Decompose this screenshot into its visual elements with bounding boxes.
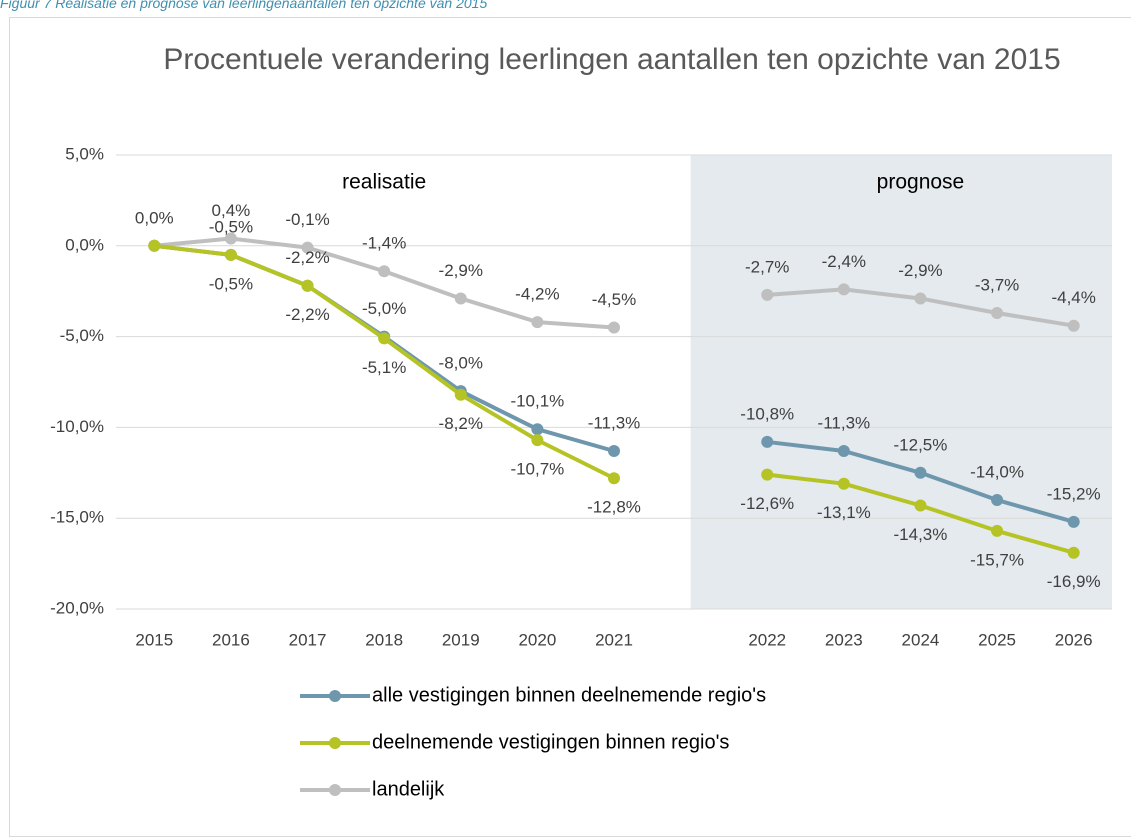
- y-tick-label: -5,0%: [60, 326, 104, 345]
- x-tick-label: 2020: [518, 630, 556, 649]
- x-tick-label: 2019: [442, 630, 480, 649]
- forecast-region: [690, 155, 1112, 609]
- data-point: [761, 468, 774, 481]
- data-label: -12,8%: [587, 498, 641, 517]
- x-tick-label: 2025: [978, 630, 1016, 649]
- data-label: -2,7%: [745, 257, 789, 276]
- data-point: [1067, 515, 1080, 528]
- data-point: [301, 241, 314, 254]
- data-point: [991, 524, 1004, 537]
- x-tick-label: 2023: [825, 630, 863, 649]
- data-point: [608, 445, 620, 458]
- data-point: [837, 283, 850, 296]
- data-label: -0,5%: [209, 274, 253, 293]
- data-label: -10,1%: [510, 392, 564, 411]
- data-label: -2,9%: [439, 261, 483, 280]
- legend-label: alle vestigingen binnen deelnemende regi…: [372, 684, 766, 706]
- legend-item: alle vestigingen binnen deelnemende regi…: [300, 684, 766, 706]
- chart-title: Procentuele verandering leerlingen aanta…: [163, 43, 1061, 76]
- y-tick-label: 5,0%: [65, 144, 104, 163]
- data-label: -14,3%: [894, 525, 948, 544]
- annotation: prognose: [877, 171, 965, 194]
- data-point: [454, 388, 467, 401]
- data-point: [301, 279, 314, 292]
- y-tick-label: -15,0%: [50, 508, 104, 527]
- data-label: -1,4%: [362, 234, 406, 253]
- data-point: [761, 435, 774, 448]
- data-label: -3,7%: [975, 275, 1019, 294]
- data-label: -0,1%: [285, 210, 329, 229]
- data-point: [608, 321, 620, 334]
- data-point: [761, 288, 774, 301]
- data-point: [378, 332, 391, 345]
- legend-item: landelijk: [300, 778, 445, 800]
- data-point: [914, 292, 927, 305]
- data-point: [454, 292, 467, 305]
- data-label: 0,0%: [135, 208, 174, 227]
- data-point: [224, 248, 237, 261]
- data-point: [991, 306, 1004, 319]
- data-label: -2,2%: [285, 248, 329, 267]
- data-point: [224, 232, 237, 245]
- legend-label: deelnemende vestigingen binnen regio's: [372, 731, 729, 753]
- y-tick-label: 0,0%: [65, 235, 104, 254]
- legend-marker: [329, 690, 341, 702]
- data-label: 0,4%: [212, 201, 251, 220]
- data-point: [1067, 546, 1080, 559]
- data-label: -10,8%: [740, 404, 794, 423]
- data-point: [531, 316, 544, 329]
- data-label: -4,2%: [515, 285, 559, 304]
- x-tick-label: 2024: [902, 630, 940, 649]
- data-point: [914, 499, 927, 512]
- data-label: -0,5%: [209, 217, 253, 236]
- y-tick-label: -20,0%: [50, 598, 104, 617]
- x-tick-label: 2016: [212, 630, 250, 649]
- chart: 5,0% 0,0% -5,0% -10,0% -15,0% -20,0% 2015 2016 2…: [50, 144, 1112, 800]
- y-tick-label: -10,0%: [50, 417, 104, 436]
- data-point: [148, 239, 161, 252]
- data-label: -2,2%: [285, 305, 329, 324]
- data-label: -5,0%: [362, 299, 406, 318]
- data-label: -14,0%: [970, 463, 1024, 482]
- data-point: [531, 423, 544, 436]
- data-point: [1067, 319, 1080, 332]
- legend-item: deelnemende vestigingen binnen regio's: [300, 731, 729, 753]
- data-label: -16,9%: [1047, 572, 1101, 591]
- data-label: -2,9%: [898, 261, 942, 280]
- data-label: -10,7%: [510, 460, 564, 479]
- data-label: -12,6%: [740, 494, 794, 513]
- data-point: [837, 445, 850, 458]
- legend-marker: [329, 737, 341, 749]
- data-label: -13,1%: [817, 503, 871, 522]
- x-tick-label: 2018: [365, 630, 403, 649]
- data-point: [837, 477, 850, 490]
- data-label: -8,2%: [439, 414, 483, 433]
- data-label: -15,7%: [970, 550, 1024, 569]
- figure-caption: Figuur 7 Realisatie en prognose van leer…: [0, 0, 488, 11]
- data-label: -8,0%: [439, 354, 483, 373]
- data-point: [991, 494, 1004, 507]
- legend-marker: [329, 784, 341, 796]
- x-tick-label: 2017: [289, 630, 327, 649]
- data-label: -15,2%: [1047, 484, 1101, 503]
- legend-label: landelijk: [372, 778, 445, 800]
- x-tick-label: 2015: [135, 630, 173, 649]
- data-label: -4,4%: [1051, 288, 1095, 307]
- x-tick-label: 2021: [595, 630, 633, 649]
- x-tick-label: 2022: [748, 630, 786, 649]
- data-point: [531, 434, 544, 447]
- annotation: realisatie: [342, 171, 426, 194]
- data-label: -11,3%: [818, 413, 871, 432]
- data-point: [608, 472, 620, 485]
- data-point: [378, 265, 391, 278]
- data-label: -11,3%: [588, 413, 641, 432]
- data-label: -5,1%: [362, 358, 406, 377]
- data-label: -4,5%: [592, 290, 636, 309]
- data-label: -12,5%: [894, 435, 948, 454]
- data-point: [914, 466, 927, 479]
- x-tick-label: 2026: [1055, 630, 1093, 649]
- data-label: -2,4%: [822, 252, 866, 271]
